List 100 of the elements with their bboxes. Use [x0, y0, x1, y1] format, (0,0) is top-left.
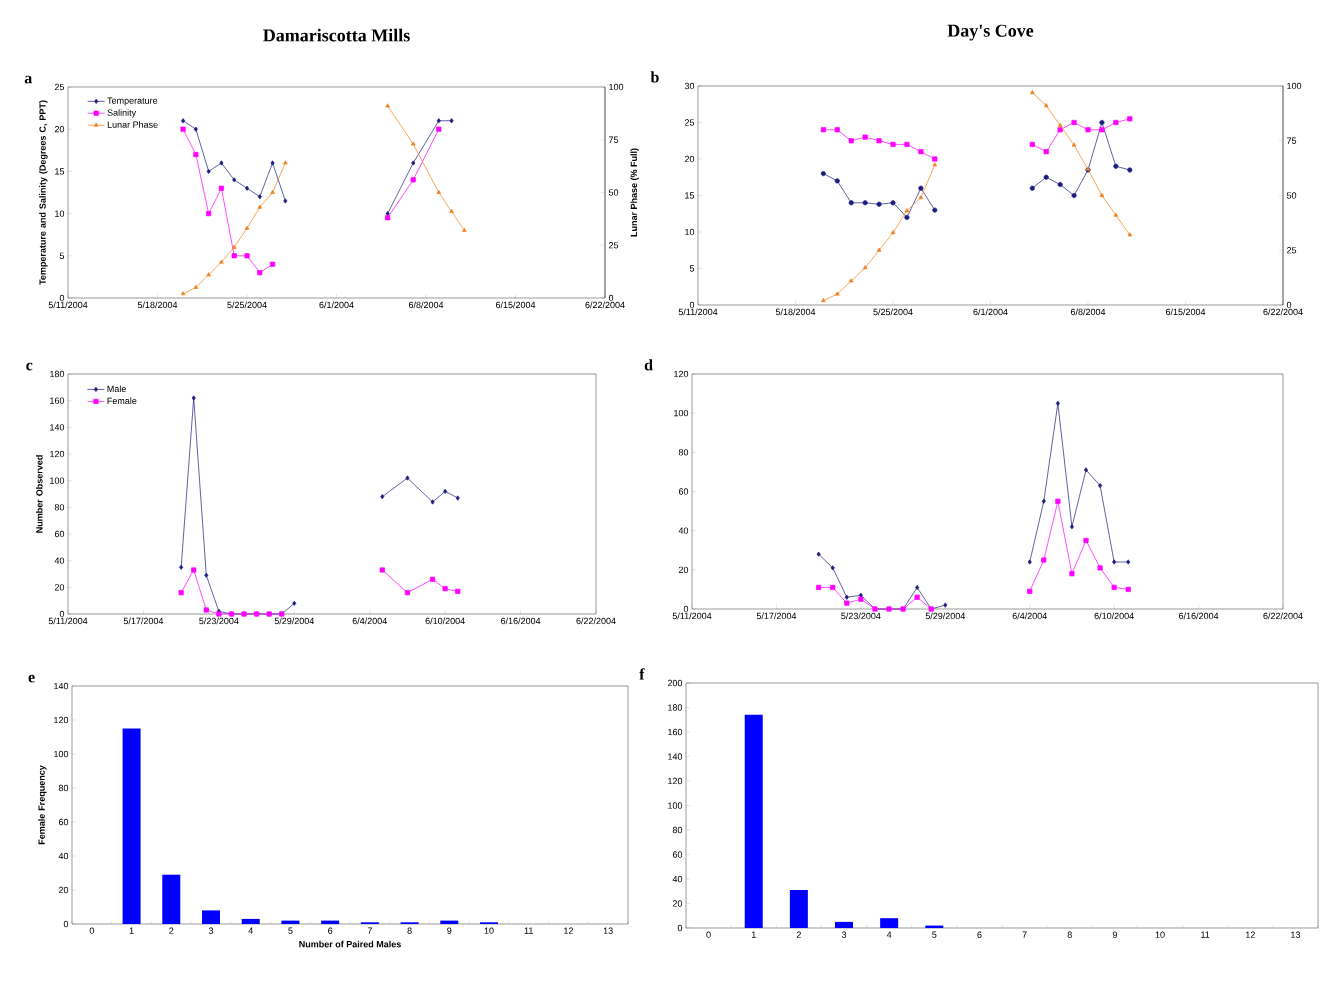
- x-tick-label: 3: [841, 931, 847, 938]
- x-tick-label: 7: [1022, 931, 1027, 938]
- x-tick-label: 0: [89, 927, 95, 934]
- x-tick-label: 13: [603, 927, 613, 934]
- y-tick-label: 180: [50, 370, 65, 378]
- y-tick-label: 40: [54, 557, 65, 564]
- x-tick-label: 10: [484, 927, 494, 934]
- y-axis-title: Number Observed: [35, 455, 43, 533]
- text: d: [644, 359, 653, 371]
- x-tick-label: 7: [367, 927, 372, 934]
- x-tick-label: 2: [796, 931, 801, 938]
- y-tick-label: 15: [685, 192, 695, 199]
- x-tick-label: 5: [288, 927, 293, 934]
- x-tick-label: 6/1/2004: [973, 308, 1008, 316]
- x-tick-label: 10: [1155, 931, 1165, 938]
- y-tick-label: 60: [672, 851, 683, 858]
- y-tick-label: 20: [684, 155, 695, 163]
- x-tick-label: 6/22/2004: [1263, 612, 1303, 620]
- y-tick-label: 0: [59, 294, 65, 302]
- y-tick-label: 80: [672, 826, 683, 834]
- legend-label: Salinity: [107, 109, 137, 118]
- y-tick-label: 0: [683, 605, 689, 613]
- x-tick-label: 6/15/2004: [495, 301, 536, 309]
- y2-tick-label: 50: [608, 189, 619, 196]
- text: b: [650, 71, 659, 83]
- y-tick-label: 10: [685, 228, 695, 236]
- x-tick-label: 6/15/2004: [1165, 308, 1206, 316]
- y-tick-label: 20: [54, 584, 65, 591]
- x-tick-label: 12: [1245, 931, 1255, 938]
- y-tick-label: 40: [58, 852, 69, 860]
- x-tick-label: 6/10/2004: [1094, 612, 1134, 620]
- y-tick-label: 0: [63, 920, 69, 928]
- y-tick-label: 5: [689, 265, 695, 272]
- y-tick-label: 160: [50, 397, 65, 404]
- x-tick-label: 9: [447, 927, 452, 934]
- x-tick-label: 9: [1112, 931, 1117, 938]
- x-tick-label: 5/11/2004: [48, 617, 88, 625]
- x-tick-label: 6/16/2004: [1179, 612, 1219, 620]
- y-tick-label: 100: [50, 477, 65, 484]
- x-tick-label: 6/16/2004: [501, 617, 541, 625]
- y-tick-label: 40: [672, 875, 683, 883]
- x-tick-label: 6/1/2004: [319, 301, 354, 309]
- y-tick-label: 80: [678, 449, 689, 456]
- y-axis-title: Temperature and Salinity (Degrees C, PPT): [39, 100, 48, 285]
- y-tick-label: 15: [55, 168, 65, 175]
- legend-label: Female: [107, 397, 137, 405]
- x-tick-label: 6/4/2004: [1012, 612, 1047, 620]
- y-tick-label: 200: [667, 679, 683, 687]
- chart-title: Damariscotta Mills: [263, 28, 410, 42]
- x-tick-label: 6/22/2004: [585, 301, 625, 309]
- y-tick-label: 60: [54, 530, 65, 538]
- x-tick-label: 6/22/2004: [576, 617, 616, 625]
- y-tick-label: 140: [50, 424, 65, 431]
- y2-tick-label: 100: [1287, 82, 1302, 90]
- x-tick-label: 5/11/2004: [672, 612, 712, 620]
- y-tick-label: 120: [54, 716, 69, 724]
- y-tick-label: 80: [54, 504, 65, 511]
- x-tick-label: 4: [886, 931, 892, 938]
- x-tick-label: 1: [751, 931, 756, 938]
- x-axis-title: Number of Paired Males: [299, 940, 401, 948]
- y-tick-label: 20: [672, 900, 683, 907]
- x-tick-label: 1: [129, 927, 134, 934]
- x-tick-label: 6/4/2004: [352, 617, 387, 625]
- y-tick-label: 5: [59, 252, 65, 259]
- x-tick-label: 5/25/2004: [873, 308, 913, 316]
- y2-tick-label: 75: [609, 136, 619, 143]
- x-tick-label: 6/10/2004: [425, 617, 465, 625]
- y2-tick-label: 25: [1287, 247, 1297, 254]
- y2-tick-label: 50: [1286, 192, 1297, 199]
- y-tick-label: 80: [58, 784, 69, 792]
- x-tick-label: 12: [564, 927, 573, 934]
- x-tick-label: 5/11/2004: [678, 308, 718, 316]
- text: e: [28, 674, 35, 683]
- x-tick-label: 6: [328, 927, 333, 934]
- x-tick-label: 6/22/2004: [1263, 308, 1303, 316]
- y-tick-label: 120: [668, 777, 683, 785]
- x-tick-label: 4: [248, 927, 253, 934]
- y-tick-label: 120: [674, 370, 689, 378]
- y-tick-label: 180: [668, 704, 683, 711]
- y-tick-label: 25: [684, 119, 695, 126]
- x-tick-label: 5/29/2004: [925, 612, 966, 620]
- x-tick-label: 5/17/2004: [123, 617, 164, 625]
- y-tick-label: 20: [54, 126, 65, 133]
- y-tick-label: 100: [668, 802, 683, 809]
- y2-tick-label: 100: [609, 83, 624, 91]
- x-tick-label: 11: [524, 927, 533, 934]
- y-tick-label: 160: [668, 728, 683, 736]
- y-tick-label: 60: [678, 488, 689, 495]
- y-tick-label: 100: [54, 750, 69, 758]
- legend-label: Temperature: [107, 97, 158, 106]
- x-tick-label: 5/17/2004: [756, 612, 797, 620]
- x-tick-label: 0: [706, 931, 711, 938]
- y2-tick-label: 75: [1287, 137, 1297, 144]
- x-tick-label: 8: [1067, 931, 1072, 938]
- y-tick-label: 40: [678, 527, 689, 534]
- x-tick-label: 2: [169, 927, 174, 934]
- x-tick-label: 5/18/2004: [137, 301, 178, 309]
- x-tick-label: 3: [208, 927, 214, 934]
- text: c: [26, 362, 33, 371]
- x-tick-label: 11: [1201, 931, 1210, 938]
